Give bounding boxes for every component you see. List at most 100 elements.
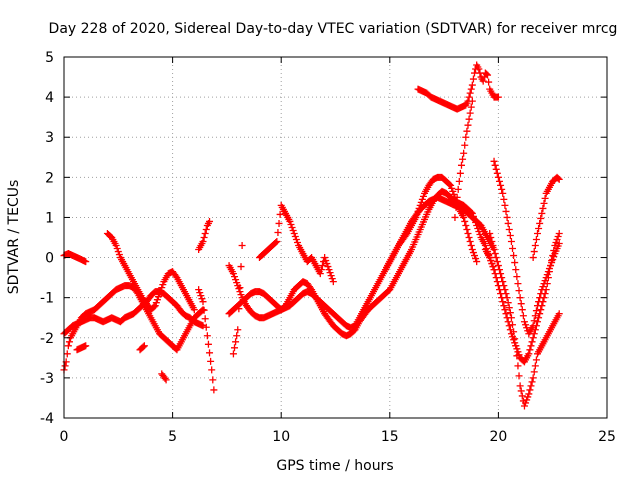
data-point [533,229,541,237]
data-point [63,350,71,358]
data-point [504,299,512,307]
data-point [450,190,458,198]
data-point [472,218,480,226]
data-point [511,259,519,267]
data-point [412,213,420,221]
data-point [537,214,545,222]
data-point [317,266,325,274]
data-point [200,306,208,314]
data-point [162,376,170,384]
series-track-e [73,286,218,394]
data-point [292,236,300,244]
data-point [195,286,203,294]
data-point [492,274,500,282]
data-point [510,336,518,344]
data-point [494,262,502,270]
data-point [475,227,483,235]
data-point [520,318,528,326]
data-point [446,180,454,188]
data-point [454,185,462,193]
chart-title: Day 228 of 2020, Sidereal Day-to-day VTE… [49,21,618,37]
data-point [553,236,561,244]
data-point [509,333,517,341]
data-point [530,317,538,325]
data-point [460,149,468,157]
data-point [486,254,494,262]
data-point [64,342,72,350]
data-point [504,318,512,326]
series-track-l [451,97,476,221]
data-point [210,386,218,394]
series-track-g [225,193,498,332]
data-point [520,402,528,410]
data-point [233,279,241,287]
plot-frame [63,56,608,419]
data-point [466,109,474,117]
data-point [526,346,534,354]
data-point [452,196,460,204]
data-point [530,330,538,338]
data-point [231,344,239,352]
series-track-d [103,229,198,314]
data-point [469,75,477,83]
data-point [530,368,538,376]
data-point [541,194,549,202]
data-point [535,224,543,232]
data-point [519,312,527,320]
data-point [505,225,513,233]
data-point [491,270,499,278]
data-point [497,181,505,189]
data-point [154,293,162,301]
x-tick-label: 25 [598,429,616,445]
data-point [538,209,546,217]
data-point [327,272,335,280]
data-point [522,399,530,407]
data-point [461,141,469,149]
data-point [535,314,543,322]
data-point [503,213,511,221]
data-point [498,185,506,193]
data-point [512,266,520,274]
data-point [236,284,244,292]
data-point [486,229,494,237]
data-point [540,294,548,302]
data-point [204,340,212,348]
data-point [540,199,548,207]
data-point [275,219,283,227]
data-point [449,187,457,195]
data-point [158,284,166,292]
y-tick-label: -2 [40,331,54,347]
data-point [464,121,472,129]
data-point [467,242,475,250]
data-point [545,268,553,276]
data-point [527,342,535,350]
data-point [465,93,473,101]
data-point [452,203,460,211]
data-point [479,77,487,85]
data-point [471,252,479,260]
data-point [538,302,546,310]
data-point [475,65,483,73]
data-point [494,282,502,290]
data-point [232,338,240,346]
data-point [465,234,473,241]
data-point [547,262,555,270]
data-point [82,342,90,350]
y-tick-label: 3 [45,130,54,146]
data-point [457,161,465,169]
data-point [555,240,563,248]
data-point [494,93,502,101]
data-point [233,332,241,340]
data-point [150,303,158,311]
data-point [493,169,501,177]
data-point [468,209,476,217]
data-point [555,175,563,183]
data-point [542,286,550,294]
data-point [514,348,522,356]
data-point [536,219,544,227]
data-point [206,349,214,357]
data-point [414,207,422,215]
data-point [554,232,562,240]
data-point [528,338,536,346]
data-point [202,323,210,331]
